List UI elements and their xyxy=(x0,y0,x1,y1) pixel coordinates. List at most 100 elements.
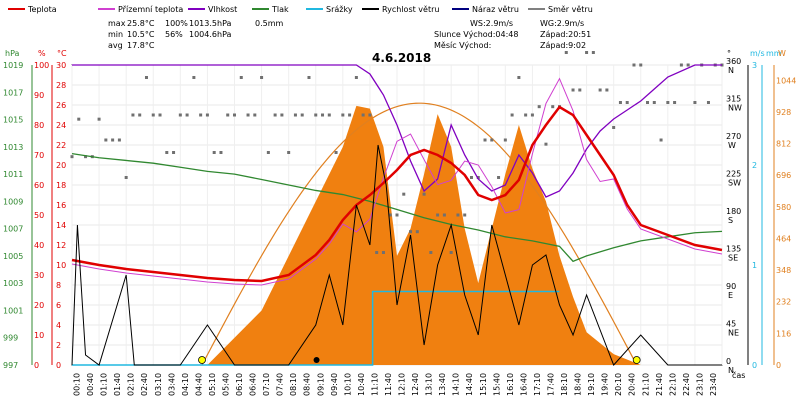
wind-direction-point xyxy=(354,76,358,79)
pct-tick-label: 90 xyxy=(34,91,44,100)
dir-tick-label: 90 xyxy=(726,282,736,291)
time-tick-label: 01:10 xyxy=(100,373,109,396)
time-tick-label: 15:40 xyxy=(492,373,501,396)
c-tick-label: 10 xyxy=(56,261,66,270)
ground-temperature-line xyxy=(71,77,723,286)
stat-moon-set: Západ:9:02 xyxy=(540,41,586,50)
wind-direction-point xyxy=(544,142,548,146)
wind-direction-point xyxy=(449,251,453,254)
sun-curve xyxy=(201,102,636,366)
time-tick-label: 02:10 xyxy=(127,373,136,396)
c-tick-label: 18 xyxy=(56,181,66,190)
time-tick-label: 09:40 xyxy=(330,373,339,396)
temperature-line xyxy=(71,105,723,283)
time-tick-label: 10:10 xyxy=(343,373,352,396)
time-tick-label: 17:40 xyxy=(546,373,555,396)
wind-direction-point xyxy=(706,101,710,104)
wind-direction-point xyxy=(104,138,108,142)
time-tick-label: 07:10 xyxy=(262,373,271,396)
c-tick-label: 14 xyxy=(56,221,66,230)
wind-direction-point xyxy=(625,101,629,104)
stat-avg-temp: 17.8°C xyxy=(127,41,155,50)
legend-label: Teplota xyxy=(27,5,57,14)
c-tick-label: 8 xyxy=(56,281,61,290)
c-tick-label: 4 xyxy=(56,321,61,330)
time-tick-label: 13:40 xyxy=(438,373,447,396)
stat-max-humidity: 100% xyxy=(165,19,188,28)
hpa-tick-label: 1007 xyxy=(3,225,23,234)
wind-direction-point xyxy=(375,251,379,254)
c-tick-label: 2 xyxy=(56,341,61,350)
time-tick-label: 11:10 xyxy=(370,373,379,396)
wind-direction-point xyxy=(578,88,582,92)
wind-direction-point xyxy=(314,113,318,117)
dir-tick-label: 315 xyxy=(726,95,741,104)
wind-direction-point xyxy=(381,251,385,254)
wind-direction-point xyxy=(307,76,311,79)
stat-max-temp: 25.8°C xyxy=(127,19,155,28)
ms-axis-title: m/s xyxy=(750,49,765,58)
legend-label: Tlak xyxy=(271,5,289,14)
pct-tick-label: 50 xyxy=(34,211,44,220)
time-tick-label: 16:10 xyxy=(506,373,515,396)
w-axis-title: W xyxy=(778,49,786,58)
time-tick-label: 16:40 xyxy=(519,373,528,396)
pct-axis-title: % xyxy=(38,49,46,58)
c-tick-label: 20 xyxy=(56,161,66,170)
wind-direction-point xyxy=(612,126,616,129)
dir-tick-label: 45 xyxy=(726,320,736,329)
hpa-tick-label: 1005 xyxy=(3,252,23,261)
wind-direction-point xyxy=(388,213,392,217)
time-tick-label: 04:40 xyxy=(194,373,203,396)
time-tick-label: 14:10 xyxy=(452,373,461,396)
hpa-tick-label: 1019 xyxy=(3,61,23,70)
sunrise-marker xyxy=(198,356,206,364)
wind-direction-point xyxy=(192,76,196,79)
ms-tick-label: 3 xyxy=(752,61,757,70)
c-tick-label: 6 xyxy=(56,301,61,310)
wind-direction-point xyxy=(646,101,650,104)
wind-direction-point xyxy=(138,113,142,117)
dir-tick-compass: NE xyxy=(728,329,739,338)
time-tick-label: 23:40 xyxy=(709,373,718,396)
wind-direction-point xyxy=(151,113,155,117)
pct-tick-label: 30 xyxy=(34,271,44,280)
wind-direction-point xyxy=(260,76,264,79)
w-tick-label: 0 xyxy=(776,361,781,370)
stat-min-label: min xyxy=(108,30,123,39)
c-tick-label: 28 xyxy=(56,81,66,90)
time-tick-label: 17:10 xyxy=(533,373,542,396)
time-tick-label: 23:10 xyxy=(695,373,704,396)
wind-direction-point xyxy=(117,138,121,142)
wind-direction-point xyxy=(293,113,297,117)
c-tick-label: 26 xyxy=(56,101,66,110)
w-tick-label: 232 xyxy=(776,298,791,307)
c-tick-label: 22 xyxy=(56,141,66,150)
time-tick-label: 14:40 xyxy=(465,373,474,396)
wind-direction-point xyxy=(551,105,555,109)
wind-direction-point xyxy=(429,251,433,254)
wind-speed-line xyxy=(71,144,722,366)
wind-direction-point xyxy=(476,176,480,179)
time-tick-label: 06:40 xyxy=(249,373,258,396)
stat-min-pressure: 1004.6hPa xyxy=(189,30,232,39)
wind-direction-point xyxy=(287,151,291,154)
stat-wind-gust: WG:2.9m/s xyxy=(540,19,584,28)
time-tick-label: 06:10 xyxy=(235,373,244,396)
w-tick-label: 696 xyxy=(776,171,791,180)
legend-label: Přízemní teplota xyxy=(118,5,183,14)
wind-direction-point xyxy=(510,113,514,117)
dir-tick-label: 360 xyxy=(726,57,741,66)
wind-direction-point xyxy=(652,101,656,104)
dir-tick-label: 225 xyxy=(726,170,741,179)
stat-wind-speed: WS:2.9m/s xyxy=(470,19,513,28)
w-tick-label: 928 xyxy=(776,108,791,117)
wind-direction-point xyxy=(537,105,541,109)
ms-tick-label: 0 xyxy=(752,361,757,370)
wind-direction-point xyxy=(70,155,74,159)
sunset-marker xyxy=(632,356,641,364)
wind-direction-point xyxy=(233,113,236,117)
pct-tick-label: 10 xyxy=(34,331,44,340)
wind-direction-point xyxy=(639,63,643,67)
stat-max-pressure: 1013.5hPa xyxy=(189,19,232,28)
